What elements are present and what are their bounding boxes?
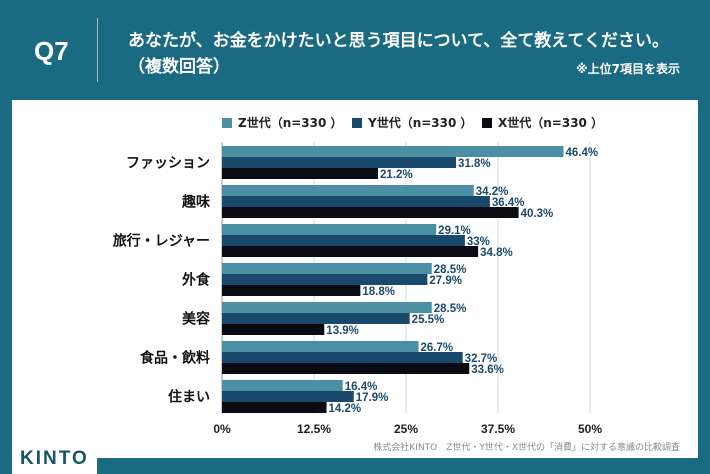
bar bbox=[222, 274, 428, 285]
bar bbox=[222, 302, 432, 313]
data-label: 16.4% bbox=[345, 381, 378, 393]
data-label: 33.6% bbox=[471, 364, 504, 376]
bar bbox=[222, 185, 474, 196]
data-label: 32.7% bbox=[465, 353, 498, 365]
data-label: 46.4% bbox=[566, 147, 599, 159]
data-label: 14.2% bbox=[329, 403, 362, 415]
legend-label: Z世代（n=330 ） bbox=[238, 115, 343, 130]
bar bbox=[222, 324, 325, 335]
bar bbox=[222, 196, 490, 207]
data-label: 26.7% bbox=[421, 342, 454, 354]
bar bbox=[222, 391, 354, 402]
bar bbox=[222, 224, 437, 235]
header-divider bbox=[97, 18, 98, 82]
bar bbox=[222, 157, 457, 168]
bar bbox=[222, 246, 479, 257]
data-label: 21.2% bbox=[380, 169, 413, 181]
bar bbox=[222, 363, 470, 374]
data-label: 40.3% bbox=[521, 208, 554, 220]
bar bbox=[222, 168, 379, 179]
legend-label: X世代（n=330 ） bbox=[498, 115, 603, 130]
data-label: 18.8% bbox=[362, 286, 395, 298]
bar bbox=[222, 146, 564, 157]
data-label: 34.2% bbox=[476, 186, 509, 198]
legend-swatch bbox=[352, 118, 362, 128]
x-tick-label: 37.5% bbox=[481, 422, 515, 436]
data-label: 33% bbox=[467, 236, 490, 248]
category-label: ファッション bbox=[126, 156, 210, 172]
x-tick-label: 50% bbox=[578, 422, 602, 436]
data-label: 29.1% bbox=[438, 225, 471, 237]
bar bbox=[222, 402, 327, 413]
question-title: あなたが、お金をかけたいと思う項目について、全て教えてください。 bbox=[128, 31, 669, 51]
category-label: 住まい bbox=[168, 389, 210, 406]
question-subtitle: （複数回答） bbox=[128, 57, 230, 77]
data-label: 25.5% bbox=[412, 314, 445, 326]
top-items-note: ※上位7項目を表示 bbox=[575, 62, 680, 76]
bar-chart: Z世代（n=330 ） Y世代（n=330 ） X世代（n=330 ） 0% 12.5%… bbox=[113, 115, 603, 436]
data-label: 28.5% bbox=[434, 303, 467, 315]
category-label: 趣味 bbox=[181, 194, 210, 211]
x-tick-label: 0% bbox=[213, 422, 231, 436]
legend-swatch bbox=[482, 118, 492, 128]
bar bbox=[222, 341, 419, 352]
data-label: 13.9% bbox=[326, 325, 359, 337]
x-tick-label: 25% bbox=[394, 422, 418, 436]
category-label: 外食 bbox=[182, 272, 211, 289]
category-label: 食品・飲料 bbox=[140, 350, 210, 367]
data-label: 31.8% bbox=[458, 158, 491, 170]
bar bbox=[222, 313, 410, 324]
data-label: 36.4% bbox=[492, 197, 525, 209]
bar bbox=[222, 235, 465, 246]
chart-panel: Z世代（n=330 ） Y世代（n=330 ） X世代（n=330 ） 0% 12.5%… bbox=[12, 100, 698, 458]
bar bbox=[222, 263, 432, 274]
bar bbox=[222, 380, 343, 391]
bar bbox=[222, 352, 463, 363]
bar bbox=[222, 207, 519, 218]
data-label: 34.8% bbox=[480, 247, 513, 259]
legend-label: Y世代（n=330 ） bbox=[367, 115, 473, 130]
data-label: 17.9% bbox=[356, 392, 389, 404]
source-note: 株式会社KINTO Z世代・Y世代・X世代の「消費」に対する意識の比較調査 bbox=[373, 443, 680, 453]
bar bbox=[222, 285, 361, 296]
header: Q7 あなたが、お金をかけたいと思う項目について、全て教えてください。 （複数回… bbox=[0, 0, 710, 100]
question-number: Q7 bbox=[34, 36, 69, 66]
data-label: 27.9% bbox=[429, 275, 462, 287]
category-label: 旅行・レジャー bbox=[113, 233, 210, 250]
legend-swatch bbox=[222, 118, 232, 128]
kinto-logo: KINTO bbox=[12, 444, 97, 474]
category-label: 美容 bbox=[182, 311, 210, 328]
data-label: 28.5% bbox=[434, 264, 467, 276]
x-tick-label: 12.5% bbox=[297, 422, 331, 436]
